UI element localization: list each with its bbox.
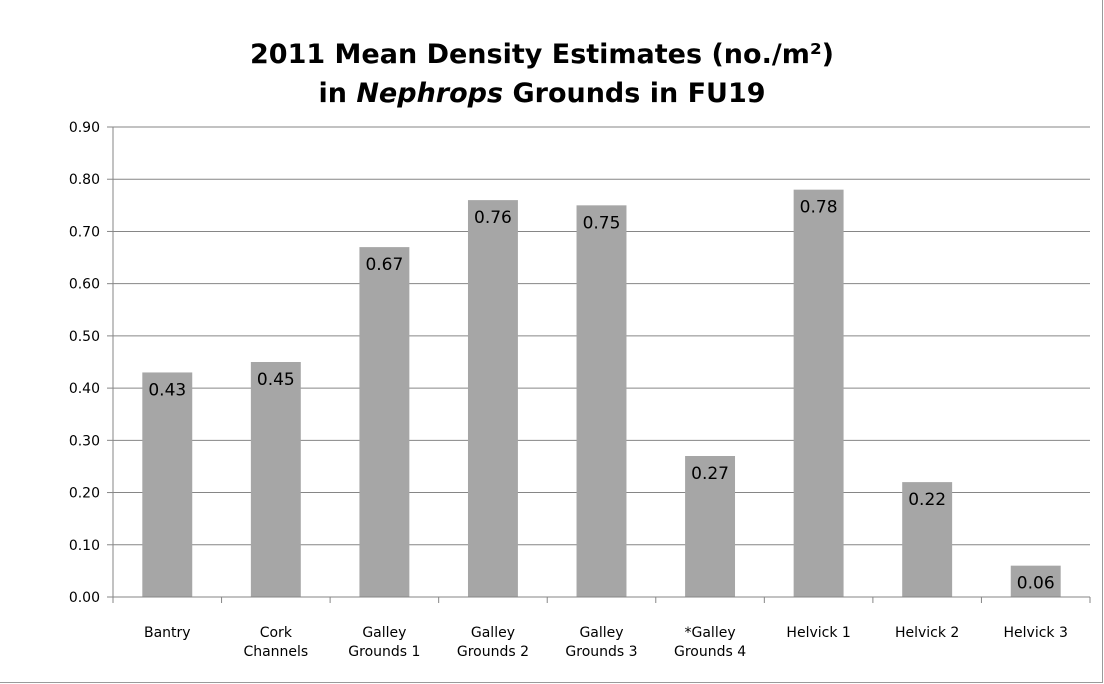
- data-labels: 0.43 0.45 0.67 0.76 0.75 0.27 0.78 0.22 0.06: [148, 198, 1054, 594]
- y-tick-label: 0.70: [69, 224, 100, 240]
- category-label: Cork Channels: [243, 625, 308, 660]
- category-label: Galley Grounds 3: [565, 625, 637, 660]
- data-label: 0.67: [365, 255, 403, 275]
- chart-title-line-2: in Nephrops Grounds in FU19: [318, 78, 765, 109]
- y-tick-label: 0.20: [69, 486, 100, 502]
- data-label: 0.45: [257, 370, 295, 390]
- y-tick-label: 0.50: [69, 329, 100, 345]
- data-label: 0.22: [908, 490, 946, 510]
- category-label: Galley Grounds 2: [457, 625, 529, 660]
- chart-title-part: 2011 Mean Density Estimates (no./m²): [250, 39, 834, 70]
- category-label-line: Bantry: [144, 625, 191, 641]
- category-label: *Galley Grounds 4: [674, 625, 746, 660]
- category-label-line: Cork: [260, 625, 293, 641]
- bar: [467, 200, 518, 597]
- category-label-line: Grounds 4: [674, 644, 746, 660]
- bar: [685, 456, 736, 597]
- category-label-line: Helvick 2: [895, 625, 959, 641]
- category-label-line: Grounds 3: [565, 644, 637, 660]
- y-tick-label: 0.40: [69, 381, 100, 397]
- category-label-line: Helvick 3: [1004, 625, 1068, 641]
- category-label: Bantry: [144, 625, 191, 641]
- bar: [142, 372, 193, 597]
- axes: [107, 126, 1091, 603]
- data-label: 0.78: [800, 198, 838, 218]
- chart-title: 2011 Mean Density Estimates (no./m²) in N…: [250, 39, 834, 109]
- category-label: Helvick 2: [895, 625, 959, 641]
- data-label: 0.43: [148, 380, 186, 400]
- bar: [576, 205, 627, 598]
- bar: [902, 482, 953, 597]
- category-label-line: *Galley: [685, 625, 736, 641]
- bar: [793, 189, 844, 597]
- category-label: Helvick 3: [1004, 625, 1068, 641]
- bar: [359, 247, 410, 597]
- bars: [142, 189, 1061, 598]
- data-label: 0.06: [1017, 574, 1055, 594]
- y-tick-label: 0.00: [69, 590, 100, 606]
- bar: [250, 362, 301, 597]
- category-label-line: Galley: [362, 625, 406, 641]
- y-tick-label: 0.10: [69, 538, 100, 554]
- y-tick-label: 0.90: [69, 120, 100, 136]
- bar: [1010, 565, 1061, 597]
- category-label-line: Galley: [579, 625, 623, 641]
- category-label: Galley Grounds 1: [348, 625, 420, 660]
- data-label: 0.75: [583, 213, 621, 233]
- category-label: Helvick 1: [786, 625, 850, 641]
- category-label-line: Grounds 2: [457, 644, 529, 660]
- category-label-line: Galley: [471, 625, 515, 641]
- category-label-line: Channels: [243, 644, 308, 660]
- data-label: 0.76: [474, 208, 512, 228]
- y-tick-labels: 0.00 0.10 0.20 0.30 0.40 0.50 0.60 0.70 0.80 0.90: [69, 120, 100, 606]
- y-tick-label: 0.80: [69, 172, 100, 188]
- chart-title-part: Nephrops: [356, 78, 503, 109]
- chart-title-part: Grounds in FU19: [503, 78, 766, 109]
- category-label-line: Grounds 1: [348, 644, 420, 660]
- chart-title-line-1: 2011 Mean Density Estimates (no./m²): [250, 39, 834, 70]
- category-label-line: Helvick 1: [786, 625, 850, 641]
- y-tick-label: 0.60: [69, 277, 100, 293]
- y-tick-label: 0.30: [69, 433, 100, 449]
- data-label: 0.27: [691, 464, 729, 484]
- chart-title-part: in: [318, 78, 356, 109]
